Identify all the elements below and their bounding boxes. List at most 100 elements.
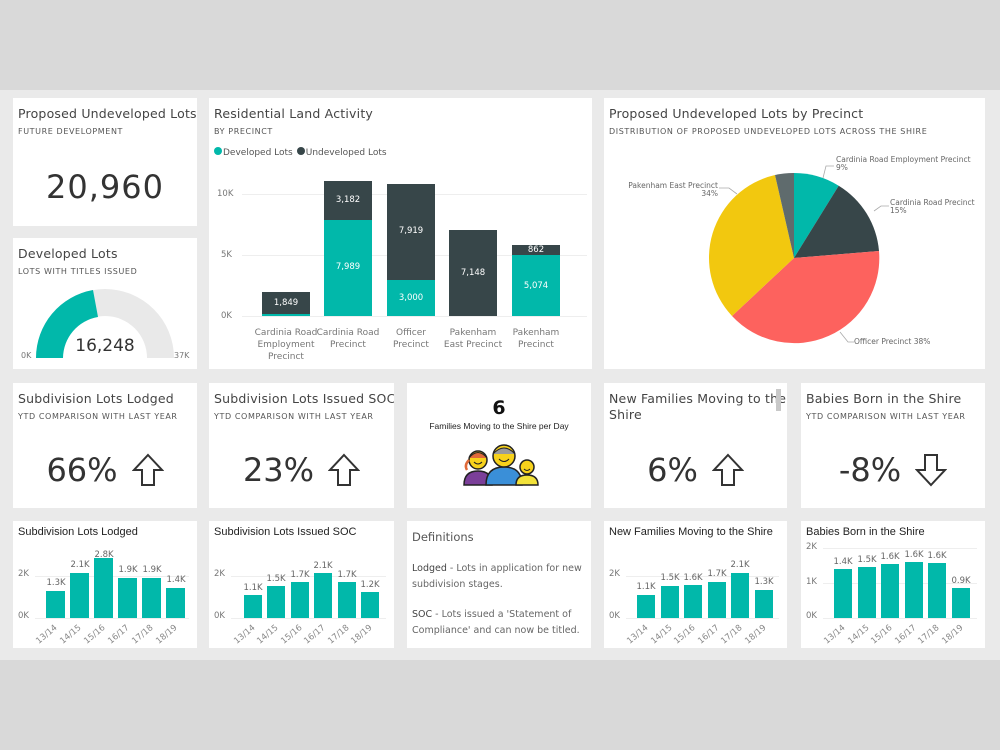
bar-value-label: 1.4K — [166, 575, 186, 585]
bar-value-label: 2.1K — [730, 560, 750, 570]
x-tick-label: 15/16 — [869, 623, 895, 647]
kpi-value: 66% — [46, 451, 118, 489]
scrollbar[interactable] — [776, 389, 781, 411]
gauge-chart — [35, 289, 174, 358]
bar[interactable] — [731, 573, 749, 618]
up-arrow-icon — [711, 453, 744, 486]
y-tick-label: 2K — [214, 569, 225, 579]
bar[interactable] — [46, 591, 65, 618]
bar[interactable] — [881, 564, 899, 618]
developed-lots-gauge-card[interactable]: Developed Lots LOTS WITH TITLES ISSUED 1… — [13, 238, 197, 369]
chart-legend: Developed Lots Undeveloped Lots — [214, 147, 387, 158]
residential-land-activity-chart[interactable]: Residential Land Activity BY PRECINCT De… — [209, 98, 592, 369]
card-subtitle: YTD COMPARISON WITH LAST YEAR — [214, 412, 374, 421]
bar[interactable] — [755, 590, 773, 618]
chart-title: Subdivision Lots Issued SOC — [214, 526, 357, 538]
mini-chart-babies-born[interactable]: Babies Born in the Shire 2K 1K 0K 1.4K 1… — [801, 521, 985, 648]
proposed-undeveloped-lots-card[interactable]: Proposed Undeveloped Lots FUTURE DEVELOP… — [13, 98, 197, 226]
bar[interactable] — [684, 585, 702, 618]
mini-chart-new-families[interactable]: New Families Moving to the Shire 2K 0K 1… — [604, 521, 787, 648]
bar[interactable] — [834, 569, 852, 618]
pie-label-cardinia-employment: Cardinia Road Employment Precinct 9% — [836, 155, 971, 172]
kpi-card-lots-lodged[interactable]: Subdivision Lots Lodged YTD COMPARISON W… — [13, 383, 197, 508]
bar-value-label: 1.3K — [46, 578, 66, 588]
definitions-card[interactable]: Definitions Lodged - Lots in application… — [407, 521, 591, 648]
bar-value-label: 1.6K — [683, 573, 703, 583]
pie-label-pakenham-east: Pakenham East Precinct 34% — [628, 181, 718, 198]
x-tick-label: 15/16 — [672, 623, 698, 647]
card-title: Subdivision Lots Issued SOC — [214, 391, 394, 406]
bar[interactable] — [267, 586, 285, 618]
gridline — [823, 618, 977, 619]
card-subtitle: YTD COMPARISON WITH LAST YEAR — [806, 412, 966, 421]
bar-value-label: 1.6K — [904, 550, 924, 560]
bar[interactable] — [361, 592, 379, 618]
bar-value-label: 1.1K — [243, 583, 263, 593]
kpi-card-lots-issued-soc[interactable]: Subdivision Lots Issued SOC YTD COMPARIS… — [209, 383, 394, 508]
pie-label-cardinia-road: Cardinia Road Precinct 15% — [890, 198, 975, 215]
bar[interactable] — [928, 563, 946, 618]
bar[interactable] — [70, 573, 89, 618]
chart-subtitle: DISTRIBUTION OF PROPOSED UNDEVELOPED LOT… — [609, 127, 928, 136]
legend-dot-icon — [214, 147, 222, 155]
x-tick-label: 14/15 — [846, 623, 872, 647]
bar[interactable] — [94, 558, 113, 618]
x-tick-label: 18/19 — [940, 623, 966, 647]
card-title: Developed Lots — [18, 246, 118, 261]
mini-chart-lots-lodged[interactable]: Subdivision Lots Lodged 2K 0K 1.3K 2.1K … — [13, 521, 197, 648]
kpi-card-babies-born[interactable]: Babies Born in the Shire YTD COMPARISON … — [801, 383, 985, 508]
bar[interactable] — [661, 586, 679, 618]
bar-value-label: 1.6K — [927, 551, 947, 561]
y-tick-label: 2K — [609, 569, 620, 579]
y-tick-label: 2K — [18, 569, 29, 579]
chart-title: New Families Moving to the Shire — [609, 526, 773, 538]
legend-dot-icon — [296, 147, 305, 155]
bar[interactable] — [708, 582, 726, 618]
card-title: Babies Born in the Shire — [806, 391, 962, 406]
card-subtitle: FUTURE DEVELOPMENT — [18, 127, 124, 136]
x-tick-label: 16/17 — [106, 623, 132, 647]
pie-slice-officer — [732, 251, 880, 344]
y-tick-label: 1K — [806, 577, 817, 587]
bar[interactable] — [142, 578, 161, 618]
x-tick-label: 15/16 — [279, 623, 305, 647]
bar[interactable] — [858, 567, 876, 618]
undeveloped-lots-pie-chart[interactable]: Proposed Undeveloped Lots by Precinct DI… — [604, 98, 985, 369]
kpi-value: 6% — [647, 451, 698, 489]
pie-chart — [708, 165, 889, 344]
bar[interactable] — [244, 595, 262, 618]
bar[interactable] — [338, 582, 356, 618]
bar[interactable] — [166, 588, 185, 618]
bar-value-label: 1.9K — [142, 565, 162, 575]
x-tick-label: 13/14 — [625, 623, 651, 647]
bar[interactable] — [291, 582, 309, 618]
x-tick-label: 13/14 — [34, 623, 60, 647]
bar-value-label: 1.6K — [880, 552, 900, 562]
bar-value-label: 1.7K — [290, 570, 310, 580]
gridline — [823, 583, 977, 584]
families-per-day-card[interactable]: 6 Families Moving to the Shire per Day — [407, 383, 591, 508]
y-tick: 0K — [221, 311, 232, 321]
bar[interactable] — [637, 595, 655, 618]
pie-slice-pakenham — [775, 172, 794, 258]
card-subtitle: LOTS WITH TITLES ISSUED — [18, 267, 138, 276]
bar[interactable] — [118, 578, 137, 618]
kpi-card-new-families[interactable]: New Families Moving to the Shire 6% — [604, 383, 787, 508]
card-title: New Families Moving to the Shire — [609, 391, 787, 422]
legend-item-developed[interactable]: Developed Lots — [214, 147, 293, 158]
mini-chart-lots-issued-soc[interactable]: Subdivision Lots Issued SOC 2K 0K 1.1K 1… — [209, 521, 394, 648]
bar-value-label: 0.9K — [951, 576, 971, 586]
x-tick-label: 18/19 — [743, 623, 769, 647]
bar-value-label: 1.1K — [636, 582, 656, 592]
gauge-min: 0K — [21, 351, 32, 360]
chart-title: Proposed Undeveloped Lots by Precinct — [609, 106, 864, 121]
definitions-title: Definitions — [412, 530, 474, 544]
legend-item-undeveloped[interactable]: Undeveloped Lots — [296, 147, 387, 158]
bar[interactable] — [314, 573, 332, 618]
bar-value-label: 1.5K — [857, 555, 877, 565]
bar-value-label: 1.5K — [266, 574, 286, 584]
bar[interactable] — [905, 562, 923, 618]
x-tick-label: 16/17 — [696, 623, 722, 647]
gauge-max: 37K — [174, 351, 190, 360]
bar[interactable] — [952, 588, 970, 618]
